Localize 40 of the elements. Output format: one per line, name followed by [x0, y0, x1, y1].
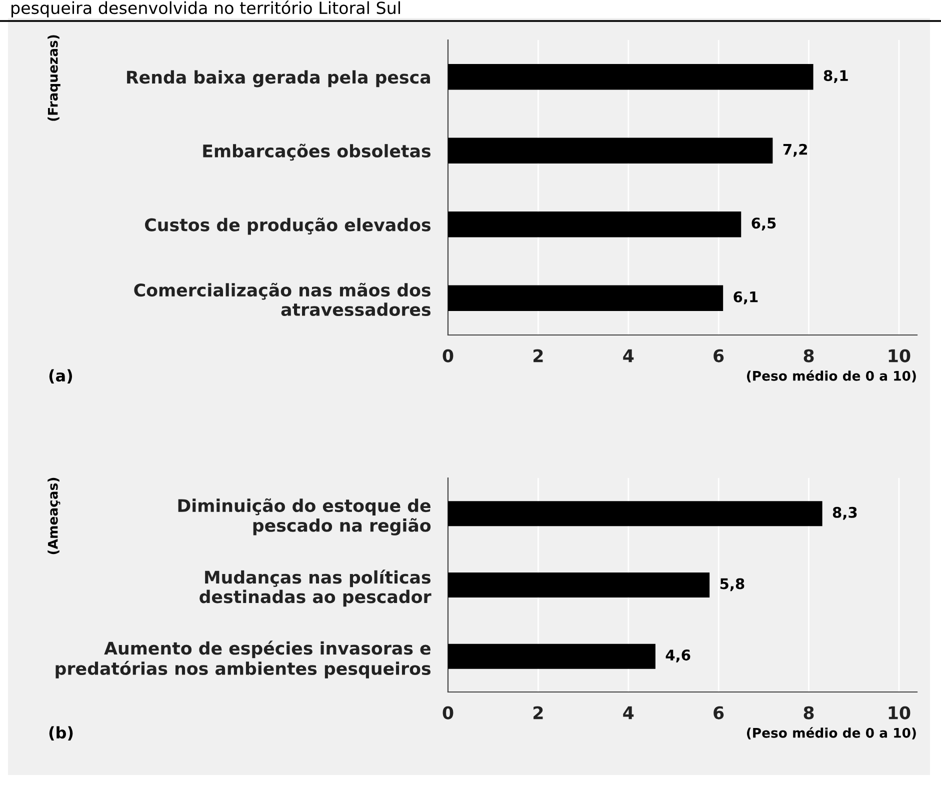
text: (b)	[49, 726, 73, 741]
bar	[448, 285, 724, 312]
y-tick-label: Comercialização nas mãos dos atravessadores	[134, 282, 431, 316]
x-tick-label: 0	[442, 349, 454, 362]
bar	[448, 644, 656, 669]
x-axis-title: (Peso médio de 0 a 10)	[747, 727, 916, 740]
x-tick-label: 2	[534, 706, 543, 720]
text: pesqueira desenvolvida no território Litoral Sul	[12, 0, 400, 18]
x-tick-label: 10	[888, 349, 910, 362]
x-tick-label: 8	[804, 349, 814, 362]
data-label: 5,8	[720, 578, 744, 592]
bar	[448, 138, 773, 164]
data-label: 6,1	[734, 291, 758, 304]
data-label: 8,3	[832, 506, 857, 520]
text: (a)	[49, 369, 72, 384]
y-tick-label: Embarcações obsoletas	[203, 144, 431, 161]
data-label: 7,2	[783, 144, 807, 157]
y-axis-title: (Ameaças)	[48, 478, 60, 554]
x-tick-label: 0	[442, 706, 454, 720]
x-tick-label: 6	[714, 706, 724, 720]
data-label: 8,1	[824, 70, 848, 83]
x-tick-label: 2	[534, 349, 543, 362]
data-label: 4,6	[666, 650, 690, 662]
x-tick-label: 8	[804, 706, 814, 720]
y-tick-label: Renda baixa gerada pela pesca	[127, 70, 430, 88]
bar	[448, 64, 814, 90]
x-tick-label: 4	[623, 706, 634, 720]
y-tick-label: Aumento de espécies invasoras e predatórias nos ambientes pesqueiros	[56, 640, 431, 678]
x-axis-title: (Peso médio de 0 a 10)	[747, 370, 916, 382]
bar	[448, 501, 822, 526]
data-label: 6,5	[752, 218, 776, 230]
y-tick-label: Mudanças nas políticas destinadas ao pescador	[200, 570, 432, 607]
bar	[448, 211, 742, 238]
bar	[448, 572, 710, 598]
y-tick-label: Diminuição do estoque de pescado na região	[178, 498, 431, 536]
x-tick-label: 6	[714, 349, 724, 362]
y-tick-label: Custos de produção elevados	[145, 218, 431, 235]
x-tick-label: 4	[623, 349, 634, 362]
x-tick-label: 10	[888, 706, 910, 720]
y-axis-title: (Fraquezas)	[48, 35, 60, 121]
